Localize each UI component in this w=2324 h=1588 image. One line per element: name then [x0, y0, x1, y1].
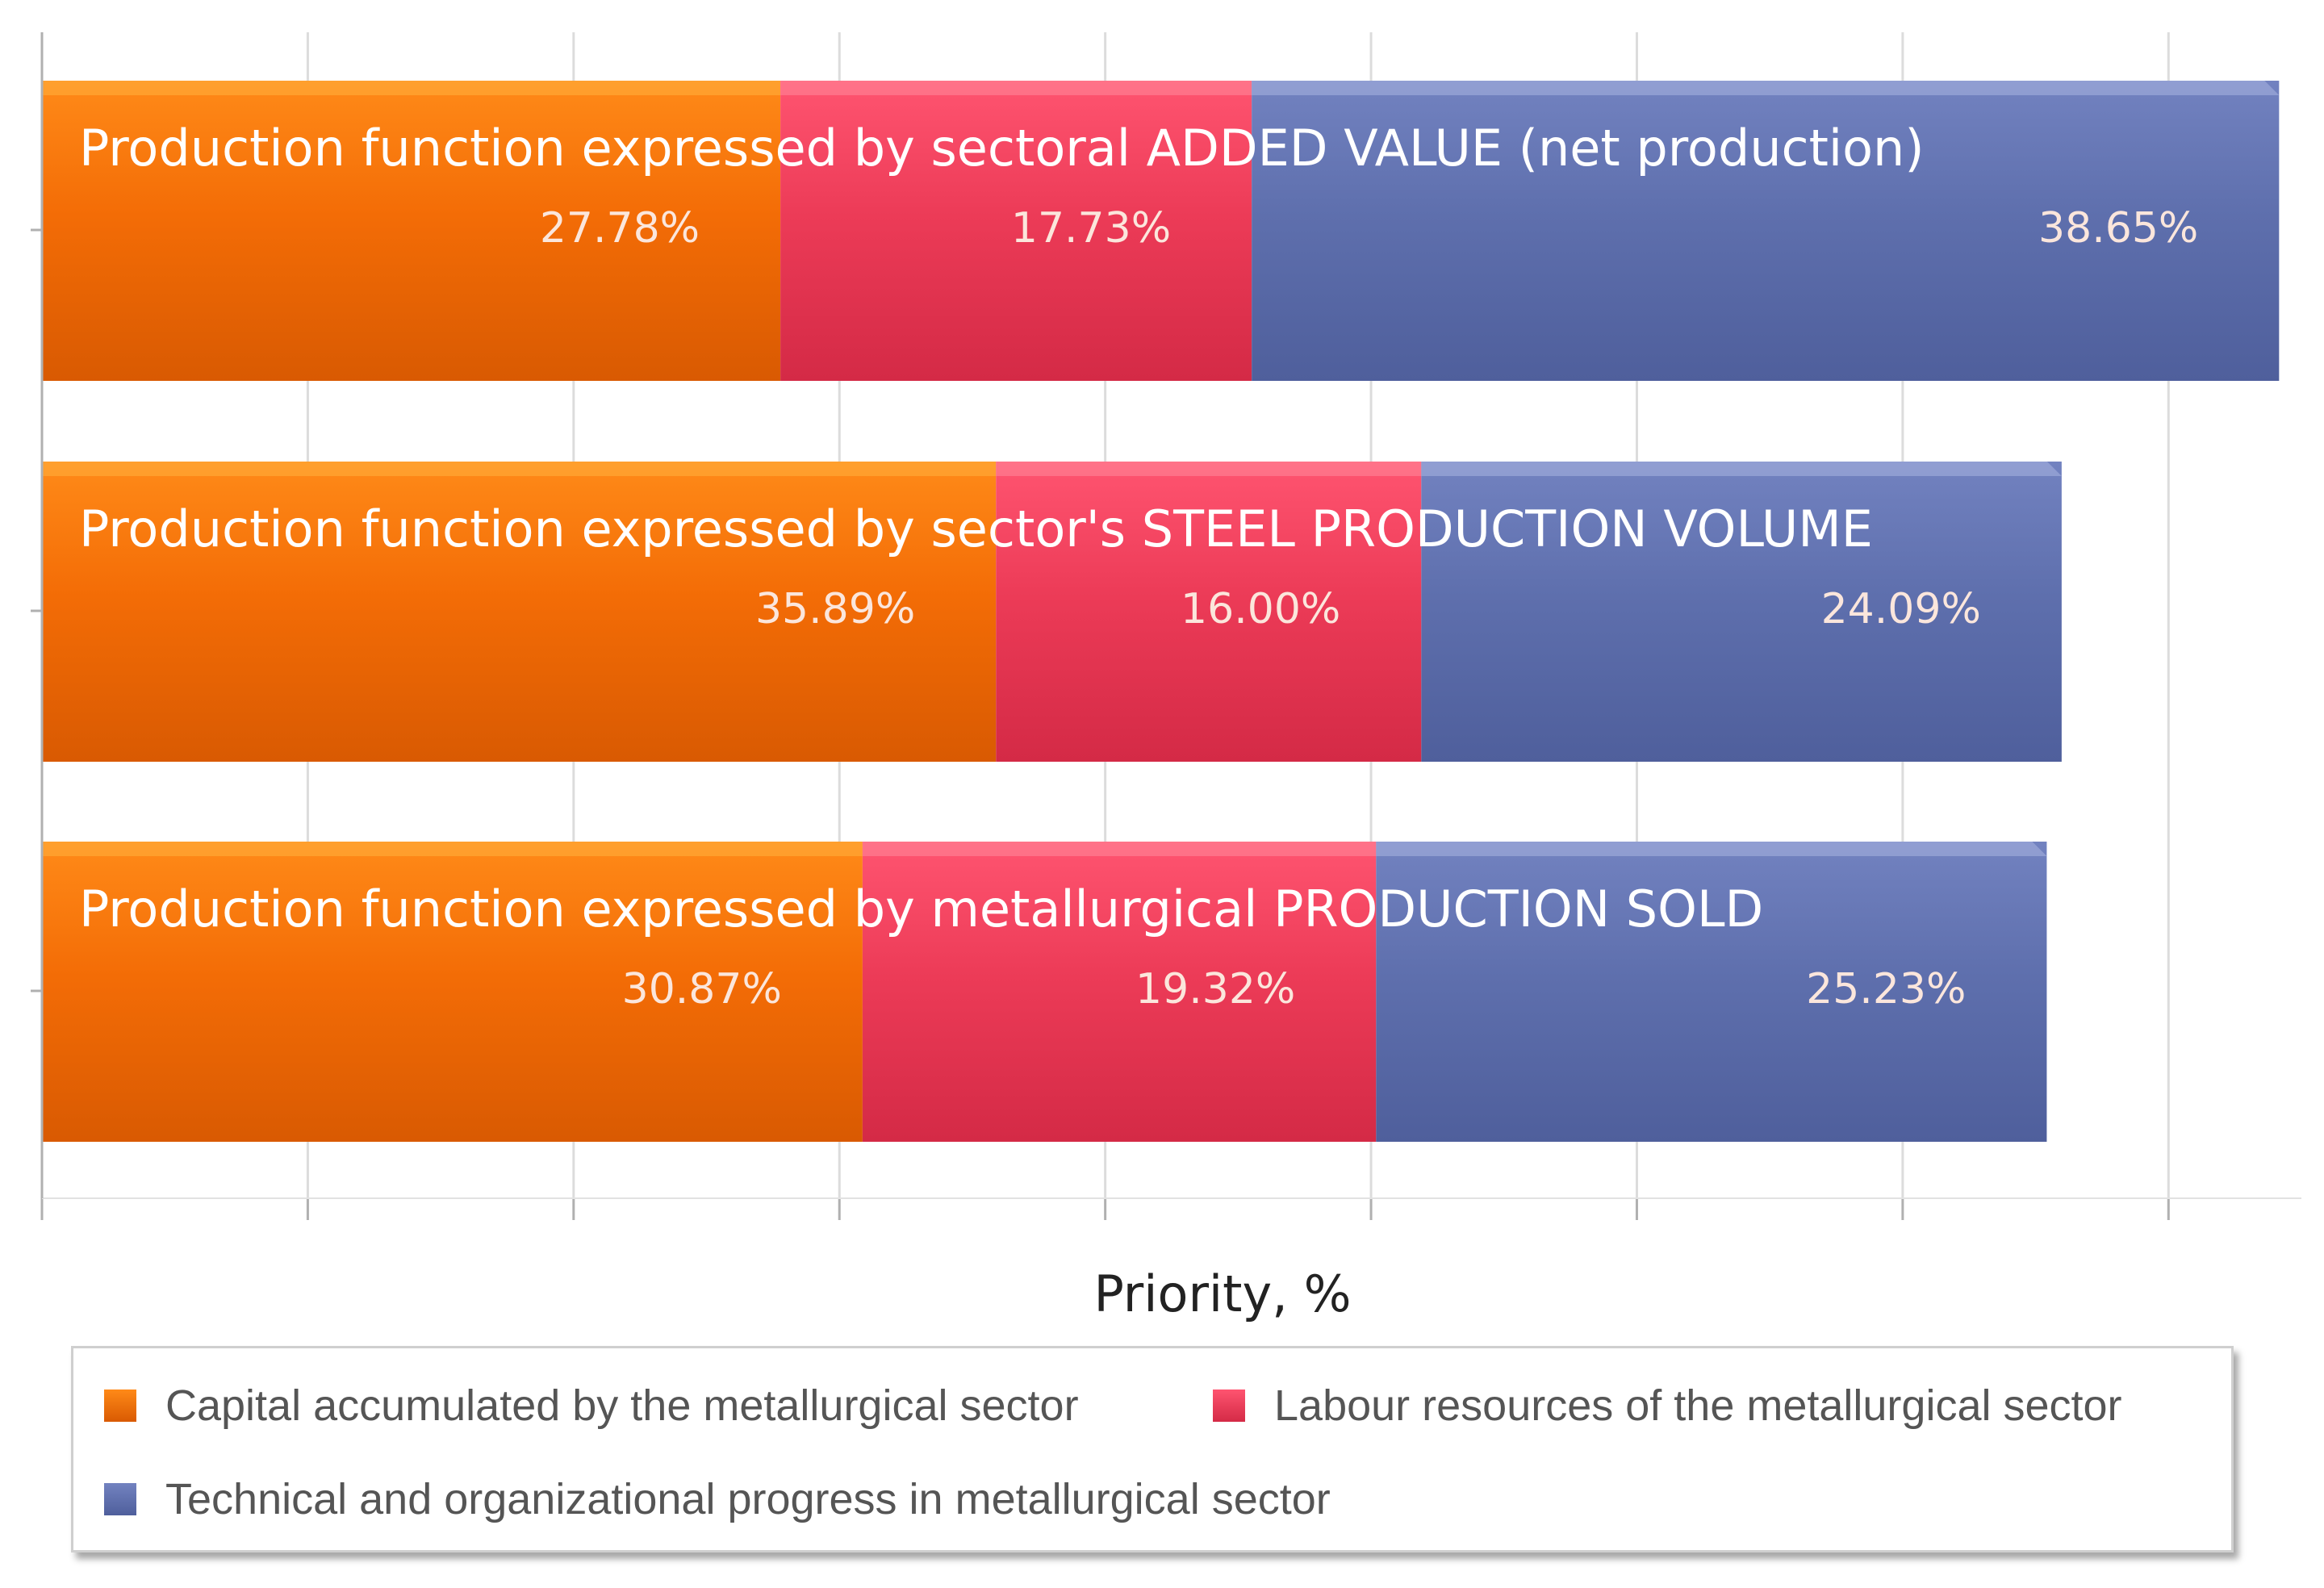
data-label: 16.00% — [1181, 585, 1340, 633]
data-label: 27.78% — [540, 204, 700, 253]
data-label: 30.87% — [622, 965, 782, 1013]
data-label: 35.89% — [755, 585, 915, 633]
bar-bevel — [42, 81, 781, 95]
legend-label-capital: Capital accumulated by the metallurgical… — [165, 1381, 1079, 1430]
bar-segment-technical — [1376, 842, 2047, 1142]
bar-segment-technical — [1252, 81, 2280, 381]
bar-bevel — [1252, 81, 2280, 95]
data-label: 19.32% — [1135, 965, 1295, 1013]
legend-label-technical: Technical and organizational progress in… — [165, 1475, 1331, 1523]
legend-swatch-capital — [104, 1390, 136, 1422]
data-label: 25.23% — [1806, 965, 1966, 1013]
labels: 27.78% 17.73% 38.65% Production function ex… — [79, 119, 2198, 1013]
legend-item-capital: Capital accumulated by the metallurgical… — [104, 1381, 1079, 1431]
legend-swatch-labour — [1213, 1390, 1245, 1422]
bar-segment-capital — [42, 81, 781, 381]
bar-segment-labour — [780, 81, 1252, 381]
category-label: Production function expressed by sector'… — [79, 499, 1873, 558]
bar-bevel — [996, 462, 1422, 476]
legend-item-technical: Technical and organizational progress in… — [104, 1474, 1331, 1524]
legend: Capital accumulated by the metallurgical… — [71, 1346, 2234, 1552]
legend-label-labour: Labour resources of the metallurgical se… — [1274, 1381, 2122, 1430]
bar-bevel — [42, 462, 997, 476]
data-label: 38.65% — [2038, 204, 2198, 253]
x-axis-title: Priority, % — [1094, 1264, 1352, 1323]
bar-bevel — [862, 842, 1377, 856]
data-label: 24.09% — [1821, 585, 1981, 633]
bar-segment-labour — [996, 462, 1422, 762]
bar-segment-labour — [862, 842, 1377, 1142]
bar-bevel — [42, 842, 863, 856]
category-label: Production function expressed by metallu… — [79, 880, 1763, 938]
bar-segment-technical — [1421, 462, 2062, 762]
bar-segment-capital — [42, 842, 863, 1142]
legend-item-labour: Labour resources of the metallurgical se… — [1213, 1381, 2122, 1431]
category-label: Production function expressed by sectora… — [79, 119, 1925, 178]
bar-bevel — [780, 81, 1252, 95]
bar-bevel — [1376, 842, 2047, 856]
legend-swatch-technical — [104, 1483, 136, 1515]
data-label: 17.73% — [1011, 204, 1171, 253]
bars — [42, 81, 2280, 1142]
bar-segment-capital — [42, 462, 997, 762]
bar-bevel — [1421, 462, 2062, 476]
